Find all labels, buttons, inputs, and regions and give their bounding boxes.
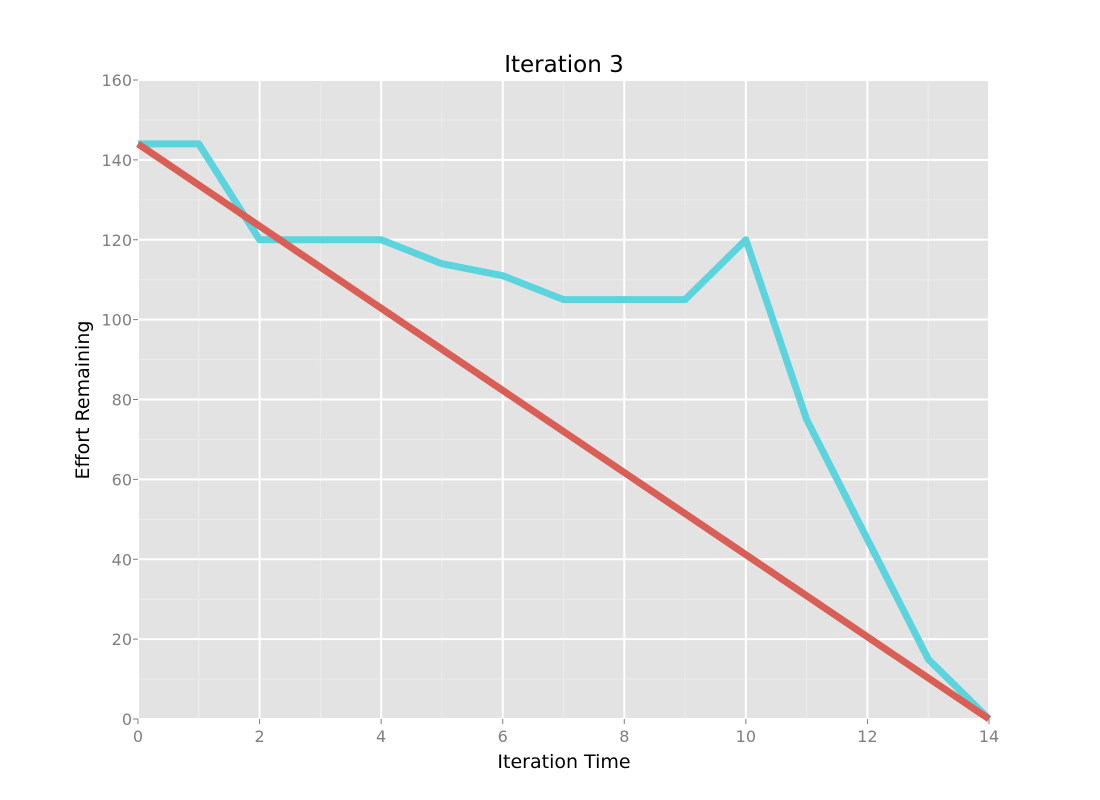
ideal-burndown-line [136, 141, 991, 722]
y-tick-label: 160 [101, 71, 132, 90]
x-tick-label: 2 [254, 727, 264, 746]
y-tick-label: 140 [101, 151, 132, 170]
y-tick-label: 40 [112, 550, 132, 569]
chart-title: Iteration 3 [504, 52, 624, 78]
major-gridlines [137, 79, 990, 720]
x-tick-label: 14 [979, 727, 999, 746]
axis-ticks [133, 79, 990, 724]
y-tick-label: 20 [112, 630, 132, 649]
x-axis-title: Iteration Time [497, 751, 630, 773]
x-tick-label: 10 [736, 727, 756, 746]
x-tick-label: 8 [619, 727, 629, 746]
x-tick-label: 12 [857, 727, 877, 746]
x-tick-label: 6 [498, 727, 508, 746]
y-axis-title: Effort Remaining [72, 321, 94, 480]
minor-gridlines [138, 80, 989, 719]
y-tick-label: 60 [112, 470, 132, 489]
y-tick-label: 120 [101, 231, 132, 250]
y-tick-label: 80 [112, 391, 132, 410]
x-tick-label: 4 [376, 727, 386, 746]
y-tick-label: 0 [122, 710, 132, 729]
x-tick-label: 0 [133, 727, 143, 746]
series-lines [136, 140, 992, 722]
y-tick-label: 100 [101, 311, 132, 330]
